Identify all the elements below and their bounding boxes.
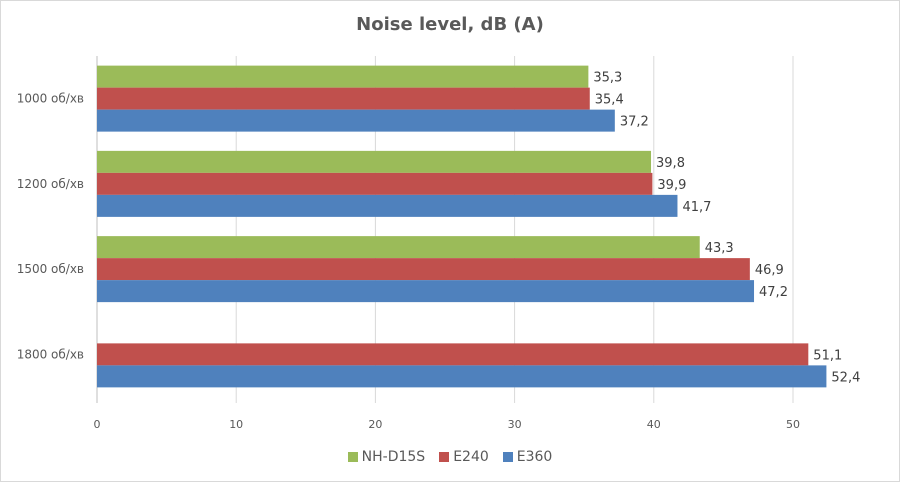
data-label: 35,3: [593, 71, 622, 86]
legend-swatch: [347, 452, 358, 462]
data-label: 39,9: [657, 178, 686, 193]
data-label: 35,4: [595, 93, 624, 108]
bar-e360: [97, 109, 615, 132]
x-tick-label: 20: [368, 418, 382, 431]
bar-e240: [97, 87, 590, 110]
bar-nh-d15s: [97, 65, 589, 88]
legend-swatch: [439, 452, 450, 462]
category-label: 1000 об/хв: [17, 92, 84, 106]
legend-label: NH-D15S: [361, 449, 426, 465]
data-label: 51,1: [813, 348, 842, 363]
bar-nh-d15s: [97, 236, 700, 259]
bar-e240: [97, 258, 750, 281]
legend-item: NH-D15S: [347, 449, 426, 465]
x-tick-label: 50: [786, 418, 800, 431]
x-tick-label: 40: [647, 418, 661, 431]
bar-e240: [97, 172, 653, 195]
data-label: 41,7: [682, 200, 711, 215]
legend-label: E240: [453, 449, 489, 465]
legend: NH-D15S E240 E360: [0, 449, 900, 465]
bar-e360: [97, 280, 755, 303]
legend-label: E360: [516, 449, 553, 465]
category-label: 1500 об/хв: [17, 262, 84, 276]
data-label: 39,8: [656, 156, 685, 171]
legend-item: E360: [502, 449, 553, 465]
legend-item: E240: [439, 449, 489, 465]
category-label: 1200 об/хв: [17, 177, 84, 191]
data-label: 46,9: [755, 263, 784, 278]
category-label: 1800 об/хв: [17, 347, 84, 361]
bar-e360: [97, 194, 678, 217]
chart-title: Noise level, dB (A): [356, 14, 544, 35]
x-tick-label: 10: [229, 418, 243, 431]
bar-e240: [97, 343, 809, 366]
bar-nh-d15s: [97, 150, 652, 173]
x-tick-label: 30: [508, 418, 522, 431]
data-label: 47,2: [759, 285, 788, 300]
data-label: 37,2: [620, 115, 649, 130]
data-label: 52,4: [831, 370, 860, 385]
x-tick-label: 0: [94, 418, 101, 431]
legend-swatch: [502, 452, 513, 462]
bar-e360: [97, 365, 827, 388]
data-label: 43,3: [705, 241, 734, 256]
